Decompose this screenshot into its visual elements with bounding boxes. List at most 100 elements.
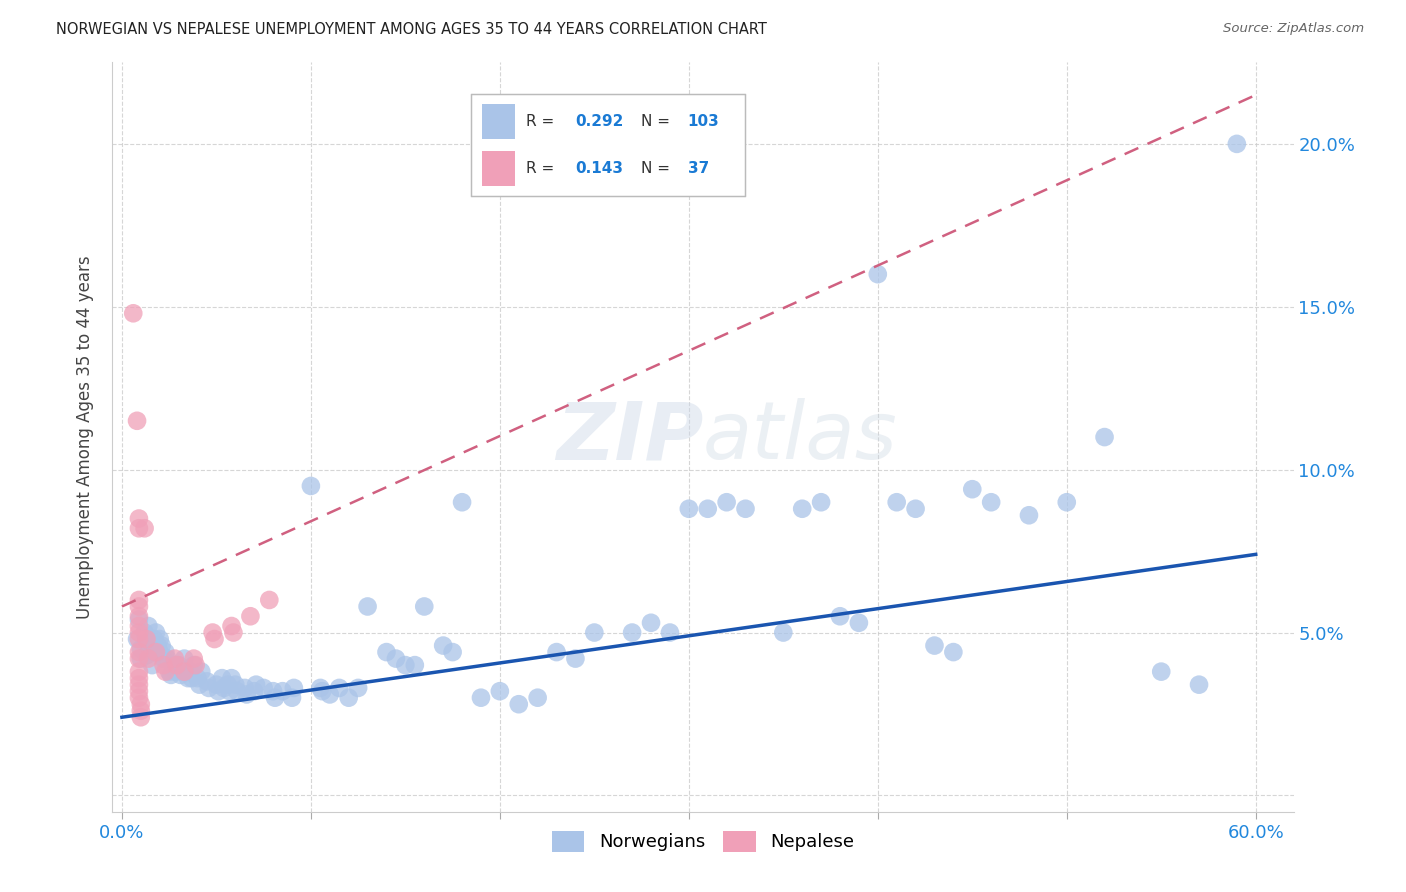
Point	[886, 495, 908, 509]
Point	[583, 625, 606, 640]
Point	[243, 684, 266, 698]
Point	[138, 619, 160, 633]
Point	[128, 609, 150, 624]
Point	[128, 651, 150, 665]
Point	[198, 681, 221, 695]
Y-axis label: Unemployment Among Ages 35 to 44 years: Unemployment Among Ages 35 to 44 years	[76, 255, 94, 619]
Point	[810, 495, 832, 509]
Point	[299, 479, 322, 493]
Point	[141, 645, 163, 659]
Point	[207, 684, 229, 698]
Text: R =: R =	[526, 161, 560, 176]
Point	[564, 651, 586, 665]
Point	[281, 690, 304, 705]
Point	[155, 645, 177, 659]
Text: 0.143: 0.143	[575, 161, 623, 176]
Point	[413, 599, 436, 614]
Point	[640, 615, 662, 630]
Point	[179, 665, 201, 679]
Point	[678, 501, 700, 516]
Point	[328, 681, 350, 695]
Point	[226, 684, 249, 698]
Text: NORWEGIAN VS NEPALESE UNEMPLOYMENT AMONG AGES 35 TO 44 YEARS CORRELATION CHART: NORWEGIAN VS NEPALESE UNEMPLOYMENT AMONG…	[56, 22, 768, 37]
Point	[125, 632, 148, 646]
Point	[235, 688, 257, 702]
Point	[205, 678, 228, 692]
Point	[152, 658, 174, 673]
Point	[157, 665, 180, 679]
Point	[385, 651, 408, 665]
Point	[218, 684, 240, 698]
Point	[135, 648, 157, 663]
Point	[201, 625, 224, 640]
Point	[980, 495, 1002, 509]
Point	[264, 690, 287, 705]
Point	[217, 678, 239, 692]
Legend: Norwegians, Nepalese: Norwegians, Nepalese	[544, 823, 862, 859]
Point	[128, 599, 150, 614]
Point	[180, 671, 202, 685]
Point	[128, 619, 150, 633]
Point	[169, 668, 191, 682]
Point	[138, 639, 160, 653]
Point	[138, 651, 160, 665]
Point	[190, 665, 212, 679]
Point	[129, 704, 152, 718]
Point	[772, 625, 794, 640]
Point	[526, 690, 548, 705]
Point	[489, 684, 512, 698]
Point	[195, 674, 218, 689]
Text: Source: ZipAtlas.com: Source: ZipAtlas.com	[1223, 22, 1364, 36]
Point	[188, 678, 211, 692]
Text: R =: R =	[526, 114, 560, 128]
Point	[221, 671, 243, 685]
Point	[658, 625, 681, 640]
Point	[134, 625, 156, 640]
Point	[183, 658, 205, 673]
Point	[128, 671, 150, 685]
Point	[128, 625, 150, 640]
Point	[128, 613, 150, 627]
Point	[172, 665, 194, 679]
Point	[239, 609, 262, 624]
Point	[1188, 678, 1211, 692]
Point	[128, 521, 150, 535]
Point	[253, 681, 276, 695]
Point	[962, 482, 984, 496]
Bar	[482, 151, 515, 186]
Point	[129, 651, 152, 665]
Point	[211, 671, 233, 685]
Point	[149, 632, 172, 646]
Point	[924, 639, 946, 653]
Point	[146, 639, 169, 653]
Point	[848, 615, 870, 630]
Point	[135, 632, 157, 646]
Point	[156, 651, 179, 665]
Point	[128, 684, 150, 698]
Point	[696, 501, 718, 516]
Point	[1226, 136, 1249, 151]
Point	[222, 625, 245, 640]
Point	[128, 645, 150, 659]
Point	[309, 681, 332, 695]
Point	[160, 668, 183, 682]
Point	[451, 495, 474, 509]
Point	[166, 658, 188, 673]
Point	[259, 593, 281, 607]
Point	[125, 414, 148, 428]
Point	[356, 599, 378, 614]
Point	[734, 501, 756, 516]
Point	[129, 641, 152, 656]
Point	[470, 690, 492, 705]
Point	[432, 639, 454, 653]
Text: 37: 37	[688, 161, 709, 176]
Point	[128, 678, 150, 692]
Point	[173, 651, 195, 665]
Point	[128, 665, 150, 679]
Point	[129, 710, 152, 724]
Point	[716, 495, 738, 509]
Point	[337, 690, 360, 705]
Point	[128, 593, 150, 607]
Point	[162, 658, 184, 673]
Point	[319, 688, 342, 702]
